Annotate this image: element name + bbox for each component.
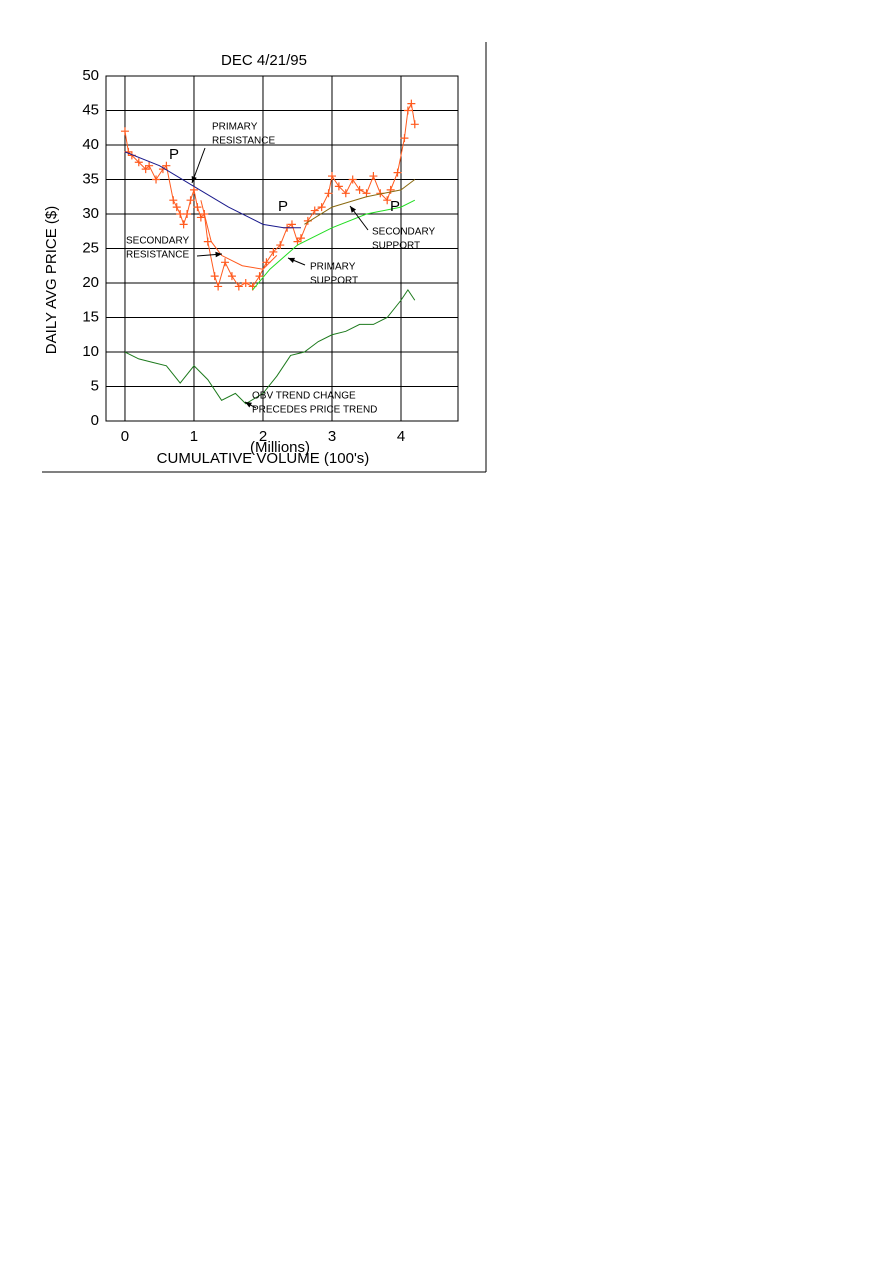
x-tick-label: 1 (190, 428, 198, 445)
x-tick-label: 0 (121, 428, 129, 445)
y-tick-label: 25 (82, 239, 99, 256)
point-marker (410, 120, 419, 129)
point-marker (203, 237, 212, 246)
point-marker (152, 175, 161, 184)
point-marker (393, 168, 402, 177)
annotation: P (278, 198, 288, 215)
point-marker (183, 210, 192, 218)
series-line (252, 199, 416, 291)
annotation: PRIMARY (310, 262, 356, 273)
point-marker (327, 172, 336, 181)
point-marker (362, 189, 371, 198)
point-marker (341, 189, 350, 198)
arrow-head (245, 402, 252, 408)
point-marker (145, 161, 154, 170)
point-marker (186, 196, 195, 205)
x-tick-label: 4 (397, 428, 405, 445)
annotation: SECONDARY (372, 227, 435, 238)
y-tick-label: 30 (82, 205, 99, 222)
point-marker (262, 258, 271, 267)
point-marker (287, 220, 296, 229)
point-marker (172, 203, 181, 212)
point-marker (179, 220, 188, 229)
point-marker (176, 210, 185, 218)
point-marker (317, 203, 326, 212)
y-axis-label: DAILY AVG PRICE ($) (43, 206, 60, 354)
point-marker (227, 272, 236, 281)
series-line (304, 179, 416, 225)
point-marker (189, 185, 198, 194)
point-marker (386, 185, 395, 194)
point-marker (241, 279, 250, 287)
annotation: RESISTANCE (126, 250, 189, 261)
x-tick-label: 3 (328, 428, 336, 445)
point-marker (269, 247, 278, 256)
arrow-head (215, 251, 222, 258)
point-marker (403, 106, 412, 115)
x-axis-label: CUMULATIVE VOLUME (100's) (157, 450, 370, 467)
series-line (200, 200, 278, 270)
series-line (124, 102, 416, 289)
arrow-head (350, 206, 357, 213)
point-marker (276, 241, 285, 250)
point-marker (214, 282, 223, 291)
y-tick-label: 20 (82, 274, 99, 291)
y-tick-label: 15 (82, 308, 99, 325)
annotation: RESISTANCE (212, 136, 275, 147)
point-marker (141, 165, 150, 174)
point-marker (369, 172, 378, 181)
annotation: P (390, 198, 400, 215)
x-unit-label: (Millions) (250, 439, 310, 456)
point-marker (193, 203, 202, 212)
point-marker (210, 272, 219, 281)
point-marker (293, 237, 302, 246)
point-marker (310, 206, 319, 215)
point-marker (169, 196, 178, 205)
chart-title: DEC 4/21/95 (221, 52, 307, 69)
x-tick-label: 2 (259, 428, 267, 445)
annotation: SECONDARY (126, 236, 189, 247)
point-marker (348, 175, 357, 184)
point-marker (196, 213, 205, 222)
annotation: PRECEDES PRICE TREND (252, 405, 377, 416)
arrow-head (191, 176, 197, 183)
point-marker (296, 234, 305, 243)
series-line (124, 288, 416, 405)
arrow-head (288, 257, 295, 263)
annotation: P (169, 146, 179, 163)
y-tick-label: 40 (82, 136, 99, 153)
annotation: SUPPORT (372, 241, 420, 252)
y-tick-label: 10 (82, 343, 99, 360)
point-marker (400, 134, 409, 143)
annotation: OBV TREND CHANGE (252, 391, 356, 402)
point-marker (234, 282, 243, 291)
point-marker (383, 196, 392, 205)
point-marker (120, 127, 129, 136)
point-marker (162, 161, 171, 170)
point-marker (334, 182, 343, 191)
y-tick-label: 45 (82, 101, 99, 118)
annotation: SUPPORT (310, 276, 358, 287)
series-line (124, 151, 301, 229)
y-tick-label: 35 (82, 170, 99, 187)
point-marker (255, 272, 264, 281)
point-marker (221, 258, 230, 267)
y-tick-label: 0 (91, 412, 99, 429)
point-marker (134, 158, 143, 167)
y-tick-label: 50 (82, 67, 99, 84)
y-tick-label: 5 (91, 377, 99, 394)
point-marker (407, 99, 416, 108)
annotation: PRIMARY (212, 122, 258, 133)
point-marker (355, 185, 364, 194)
point-marker (324, 189, 333, 198)
